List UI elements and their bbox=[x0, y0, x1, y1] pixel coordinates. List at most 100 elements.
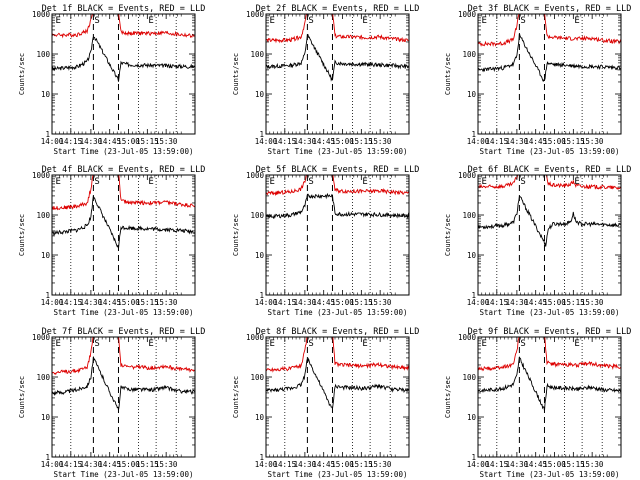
event-marker-label: S bbox=[308, 339, 313, 349]
event-marker-label: E bbox=[362, 16, 367, 26]
x-tick-label: 15:30 bbox=[369, 298, 392, 307]
event-marker-label: S bbox=[94, 16, 99, 26]
x-tick-label: 15:15 bbox=[350, 298, 373, 307]
x-tick-label: 15:30 bbox=[581, 137, 604, 146]
event-marker-label: S bbox=[308, 177, 313, 187]
y-tick-label: 10 bbox=[255, 90, 265, 99]
trace-group bbox=[266, 337, 409, 411]
x-tick-label: 14:45 bbox=[98, 137, 121, 146]
y-tick-label: 10 bbox=[467, 251, 477, 260]
plot-frame bbox=[51, 174, 196, 296]
y-tick-label: 1 bbox=[45, 453, 50, 462]
x-axis-label: Start Time (23-Jul-05 13:59:00) bbox=[54, 308, 194, 317]
event-marker-label: E bbox=[270, 339, 275, 349]
y-tick-label: 10 bbox=[467, 90, 477, 99]
x-tick-label: 14:00 bbox=[467, 298, 490, 307]
events-trace bbox=[266, 34, 409, 82]
x-tick-label: 14:45 bbox=[312, 460, 335, 469]
x-tick-label: 14:45 bbox=[524, 460, 547, 469]
x-tick-label: 15:15 bbox=[136, 460, 159, 469]
y-tick-label: 1000 bbox=[246, 171, 265, 180]
event-marker-label: E bbox=[270, 16, 275, 26]
x-tick-label: 14:30 bbox=[80, 137, 103, 146]
x-tick-label: 14:30 bbox=[506, 298, 529, 307]
y-tick-label: 10 bbox=[467, 413, 477, 422]
x-tick-label: 15:00 bbox=[543, 137, 566, 146]
x-axis-label: Start Time (23-Jul-05 13:59:00) bbox=[54, 147, 194, 156]
event-marker-label: S bbox=[520, 177, 525, 187]
y-axis-label: Counts/sec bbox=[232, 53, 240, 95]
y-tick-label: 1000 bbox=[458, 10, 477, 19]
panel-title: Det 8f BLACK = Events, RED = LLD bbox=[256, 327, 420, 337]
lld-trace bbox=[52, 337, 195, 376]
events-trace bbox=[478, 33, 621, 83]
y-tick-label: 10 bbox=[41, 90, 51, 99]
detector-panel: Det 7f BLACK = Events, RED = LLD 1 10 100 10… bbox=[18, 327, 205, 479]
y-axis-label: Counts/sec bbox=[444, 376, 452, 418]
plot-frame bbox=[477, 13, 622, 135]
x-tick-label: 14:45 bbox=[524, 137, 547, 146]
trace-group bbox=[52, 337, 195, 411]
y-tick-label: 1 bbox=[471, 291, 476, 300]
x-tick-label: 14:00 bbox=[41, 298, 64, 307]
x-tick-label: 14:30 bbox=[294, 460, 317, 469]
event-marker-label: E bbox=[362, 177, 367, 187]
lld-trace bbox=[478, 14, 621, 47]
x-axis-label: Start Time (23-Jul-05 13:59:00) bbox=[480, 470, 620, 479]
x-tick-label: 15:15 bbox=[562, 460, 585, 469]
event-marker-label: E bbox=[482, 16, 487, 26]
y-tick-label: 1000 bbox=[458, 333, 477, 342]
detector-panel: Det 1f BLACK = Events, RED = LLD 1 10 100 10… bbox=[18, 4, 205, 156]
x-tick-label: 14:45 bbox=[98, 298, 121, 307]
detector-panel: Det 4f BLACK = Events, RED = LLD 1 10 100 10… bbox=[18, 165, 205, 317]
y-tick-label: 1 bbox=[45, 130, 50, 139]
x-tick-label: 14:30 bbox=[506, 460, 529, 469]
event-marker-label: E bbox=[56, 16, 61, 26]
x-axis-label: Start Time (23-Jul-05 13:59:00) bbox=[480, 308, 620, 317]
y-tick-label: 1 bbox=[45, 291, 50, 300]
event-marker-label: E bbox=[56, 339, 61, 349]
event-marker-label: E bbox=[148, 339, 153, 349]
panel-title: Det 9f BLACK = Events, RED = LLD bbox=[468, 327, 632, 337]
x-tick-label: 14:30 bbox=[80, 460, 103, 469]
x-tick-label: 15:00 bbox=[117, 460, 140, 469]
x-axis-label: Start Time (23-Jul-05 13:59:00) bbox=[480, 147, 620, 156]
trace-group bbox=[52, 14, 195, 82]
x-tick-label: 14:15 bbox=[274, 460, 297, 469]
x-tick-label: 14:45 bbox=[312, 137, 335, 146]
x-tick-label: 14:45 bbox=[312, 298, 335, 307]
x-tick-label: 14:00 bbox=[41, 460, 64, 469]
plot-frame bbox=[477, 174, 622, 296]
plot-frame bbox=[51, 13, 196, 135]
y-tick-label: 100 bbox=[462, 50, 476, 59]
x-tick-label: 15:00 bbox=[331, 137, 354, 146]
y-axis-label: Counts/sec bbox=[18, 214, 26, 256]
event-marker-label: E bbox=[362, 339, 367, 349]
detector-panel: Det 9f BLACK = Events, RED = LLD 1 10 100 10… bbox=[444, 327, 631, 479]
y-axis-label: Counts/sec bbox=[18, 376, 26, 418]
x-tick-label: 14:15 bbox=[486, 460, 509, 469]
y-tick-label: 100 bbox=[250, 373, 264, 382]
x-tick-label: 14:30 bbox=[294, 137, 317, 146]
y-tick-label: 100 bbox=[462, 373, 476, 382]
x-tick-label: 14:45 bbox=[524, 298, 547, 307]
y-tick-label: 1000 bbox=[246, 10, 265, 19]
x-tick-label: 14:00 bbox=[467, 137, 490, 146]
detector-panel: Det 8f BLACK = Events, RED = LLD 1 10 100 10… bbox=[232, 327, 419, 479]
x-tick-label: 14:15 bbox=[274, 298, 297, 307]
x-tick-label: 15:30 bbox=[155, 137, 178, 146]
x-tick-label: 14:15 bbox=[486, 137, 509, 146]
event-marker-label: S bbox=[308, 16, 313, 26]
y-tick-label: 1 bbox=[259, 453, 264, 462]
lld-trace bbox=[52, 175, 195, 211]
y-axis-label: Counts/sec bbox=[18, 53, 26, 95]
x-axis-label: Start Time (23-Jul-05 13:59:00) bbox=[268, 470, 408, 479]
x-tick-label: 14:15 bbox=[60, 137, 83, 146]
event-marker-label: E bbox=[56, 177, 61, 187]
y-tick-label: 100 bbox=[36, 211, 50, 220]
panel-title: Det 6f BLACK = Events, RED = LLD bbox=[468, 165, 632, 175]
x-tick-label: 15:00 bbox=[331, 460, 354, 469]
lld-trace bbox=[266, 175, 409, 197]
event-marker-label: E bbox=[574, 16, 579, 26]
